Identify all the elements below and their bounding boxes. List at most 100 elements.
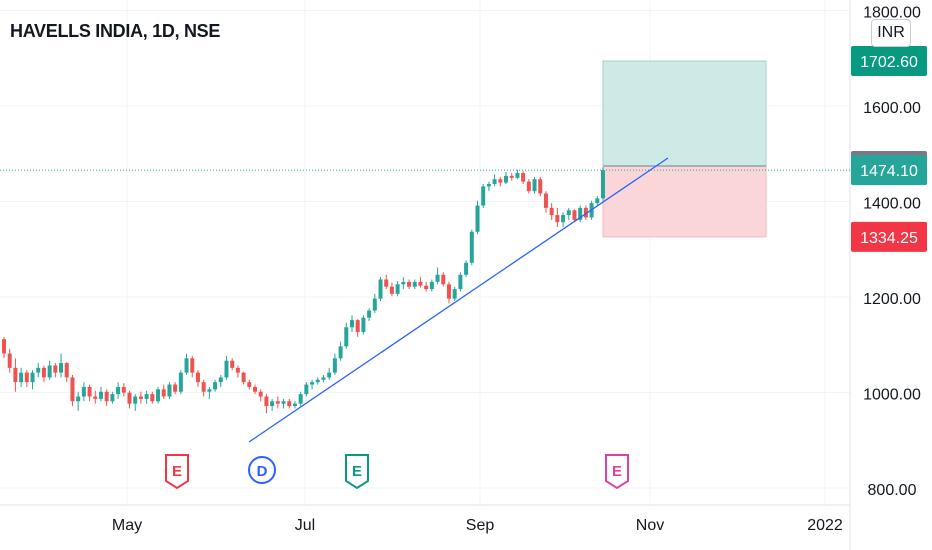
candle-body [321,377,326,380]
candle-body [173,384,178,392]
candle-body [178,372,183,392]
candle-body [561,215,566,223]
long-position-tool[interactable] [602,60,767,238]
candle-body [446,284,451,299]
candle-body [281,401,286,404]
candle-body [384,279,389,287]
price-tick-label: 1400.00 [863,196,921,213]
candle-body [458,274,463,290]
candle-body [64,363,69,378]
candle-body [549,207,554,216]
event-marker-label: E [612,463,622,480]
candle-body [230,360,235,368]
candle-body [144,394,149,399]
candle-body [538,179,543,194]
candle-body [298,394,303,404]
candle-body [315,379,320,383]
candle-body [116,386,121,395]
price-label-text: 1702.60 [860,54,918,71]
candle-body [41,367,46,378]
candle-body [475,205,480,232]
candle-body [532,179,537,192]
earnings-marker [345,454,369,490]
candle-body [2,339,6,354]
candle-body [87,386,92,397]
candle-body [464,262,469,275]
time-axis[interactable]: May Jul Sep Nov 2022 [112,517,843,534]
candle-body [195,372,200,383]
candle-body [59,363,64,373]
event-marker-label: D [257,463,268,480]
candle-body [270,401,275,407]
candle-body [481,186,486,206]
candle-body [121,386,126,393]
time-tick-label: Jul [295,517,315,534]
candle-body [355,320,360,333]
candle-body [543,193,548,208]
candle-body [133,396,138,404]
candle-body [292,403,297,407]
time-tick-label: Nov [636,517,664,534]
price-label-text: 1334.25 [860,230,918,247]
candle-body [578,207,583,220]
candle-body [70,377,75,402]
candle-body [492,179,497,185]
candle-body [521,173,526,182]
candle-body [555,215,560,223]
price-label-text: 1474.10 [860,163,918,180]
candle-body [190,358,195,373]
trendline [248,157,669,443]
symbol-title: HAVELLS INDIA, 1D, NSE [10,21,221,41]
price-label-stop [851,221,927,252]
candle-body [201,382,206,392]
candle-body [344,327,349,347]
price-label-target [851,46,927,77]
price-axis[interactable]: 1800.00 1600.00 1400.00 1200.00 1000.00 800.0… [851,5,927,500]
candle-body [349,320,354,328]
candle-body [207,389,212,392]
candle-body [509,175,514,178]
candle-body [127,392,132,404]
candle-body [7,353,12,368]
candle-body [218,377,223,383]
event-marker-label: E [172,463,182,480]
candle-body [213,382,218,390]
candle-body [53,365,58,373]
drawing-lines[interactable] [0,157,850,443]
candle-body [486,184,491,187]
candle-body [401,281,406,285]
earnings-marker [605,454,629,490]
candle-body [13,367,18,383]
candle-body [93,396,98,399]
candle-body [526,181,531,192]
candle-body [47,365,52,378]
candle-body [156,389,161,402]
candle-body [235,367,240,373]
candle-body [224,360,229,378]
candle-body [583,207,588,218]
candle-body [247,382,252,387]
candle-body [110,394,115,402]
candle-body [24,372,29,383]
candle-body [372,298,377,311]
candle-body [469,231,474,263]
candle-body [76,396,81,402]
candle-body [566,210,571,216]
currency-badge[interactable]: INR [871,19,911,47]
candle-body [452,289,457,299]
candle-body [601,170,605,199]
price-tick-label: 1600.00 [863,100,921,117]
candle-body [161,389,166,397]
candle-body [412,281,417,287]
candle-body [367,310,372,318]
time-tick-label: May [112,517,142,534]
candle-body [498,179,503,183]
earnings-marker [165,454,189,490]
chart-grid [0,0,851,550]
candle-body [595,198,600,204]
candle-body [435,274,440,282]
candle-body [327,372,332,378]
candle-body [338,346,343,359]
